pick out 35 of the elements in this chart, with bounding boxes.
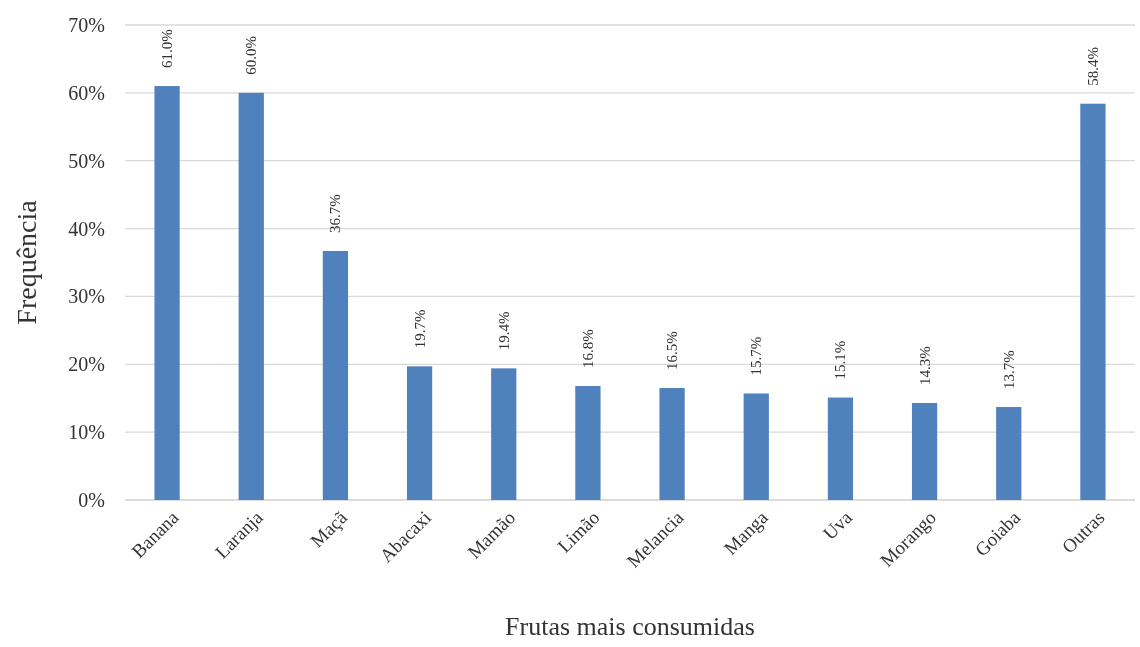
data-label: 13.7%: [1000, 350, 1017, 390]
x-tick-label: Uva: [818, 506, 857, 544]
y-tick-label: 50%: [68, 149, 105, 172]
y-tick-label: 0%: [78, 489, 105, 511]
bar: [238, 92, 264, 500]
bar: [406, 366, 433, 500]
data-label: 16.5%: [664, 331, 681, 371]
bar: [491, 368, 517, 500]
y-tick-label: 60%: [68, 81, 105, 104]
data-label: 19.7%: [411, 309, 428, 349]
y-tick-label: 30%: [68, 285, 105, 308]
bar: [743, 393, 769, 500]
y-tick-label: 20%: [68, 353, 105, 376]
data-label: 15.7%: [748, 336, 765, 376]
x-axis-title: Frutas mais consumidas: [505, 612, 755, 641]
data-label: 19.4%: [495, 311, 512, 351]
data-label: 60.0%: [243, 36, 260, 75]
y-tick-label: 10%: [68, 421, 105, 444]
y-axis-title: Frequência: [11, 199, 42, 325]
data-label: 36.7%: [327, 194, 344, 233]
bar: [659, 388, 685, 500]
data-label: 14.3%: [916, 346, 933, 385]
bar: [322, 250, 349, 500]
bar: [154, 86, 180, 500]
data-label: 16.8%: [579, 329, 596, 368]
data-label: 61.0%: [159, 29, 176, 69]
bar: [1080, 103, 1106, 500]
bar: [827, 397, 854, 500]
y-tick-label: 40%: [68, 217, 105, 240]
bar: [575, 386, 601, 500]
data-label: 58.4%: [1084, 46, 1101, 86]
y-tick-label: 70%: [68, 14, 105, 36]
data-label: 15.1%: [832, 340, 849, 380]
bar: [996, 407, 1022, 500]
bar: [911, 402, 938, 500]
